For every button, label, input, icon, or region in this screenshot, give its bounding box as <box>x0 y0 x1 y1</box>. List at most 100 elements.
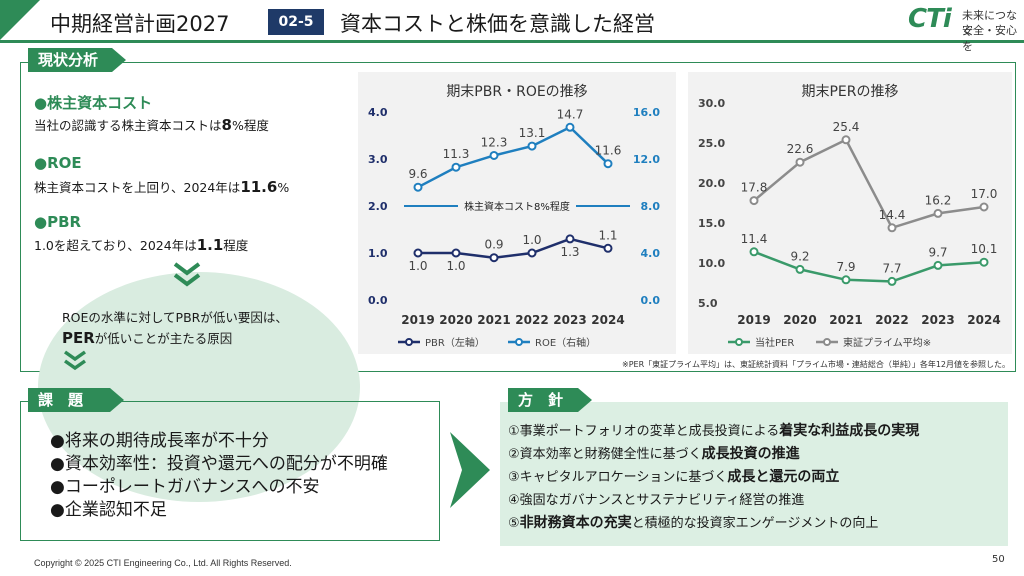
analysis-panel <box>20 62 1016 372</box>
list-item: ⑤非財務資本の充実と積極的な投資家エンゲージメントの向上 <box>508 515 879 531</box>
pbr-roe-chart: 期末PBR・ROEの推移 0.0 1.0 2.0 3.0 4.0 0.0 4.0 8.0 12.0… <box>358 72 676 354</box>
y-right-tick-label: 4.0 <box>641 247 661 260</box>
item-head-pbr: ●PBR <box>34 213 82 231</box>
y-tick-label: 10.0 <box>698 257 725 270</box>
y-tick-label: 30.0 <box>698 97 725 110</box>
series-line <box>418 237 609 259</box>
data-point <box>603 159 613 169</box>
data-label: 7.7 <box>882 261 901 275</box>
data-point <box>979 202 989 212</box>
y-tick-label: 20.0 <box>698 177 725 190</box>
chart-title: 期末PBR・ROEの推移 <box>446 84 587 100</box>
copyright: Copyright © 2025 CTI Engineering Co., Lt… <box>34 558 292 568</box>
data-label: 9.6 <box>408 167 427 181</box>
data-label: 14.7 <box>557 107 584 121</box>
y-left-tick-label: 4.0 <box>368 106 388 119</box>
series-line <box>753 138 985 230</box>
x-tick-label: 2024 <box>967 313 1000 327</box>
y-tick-label: 25.0 <box>698 137 725 150</box>
series-line <box>417 125 609 189</box>
data-label: 12.3 <box>481 135 508 149</box>
list-item: ●コーポレートガバナンスへの不安 <box>50 477 320 497</box>
data-label: 22.6 <box>787 142 814 156</box>
legend-marker <box>735 338 743 346</box>
y-left-tick-label: 0.0 <box>368 294 388 307</box>
legend-label: 当社PER <box>755 336 794 349</box>
policy-panel <box>500 402 1008 546</box>
section-badge: 02-5 <box>268 9 324 35</box>
data-label: 1.0 <box>522 233 541 247</box>
legend-marker <box>823 338 831 346</box>
data-point <box>841 135 851 145</box>
y-right-tick-label: 12.0 <box>633 153 660 166</box>
x-tick-label: 2023 <box>921 313 954 327</box>
item-head-roe: ●ROE <box>34 154 82 172</box>
y-left-tick-label: 3.0 <box>368 153 388 166</box>
data-point <box>451 248 461 258</box>
legend-marker <box>515 338 523 346</box>
data-label: 11.6 <box>595 144 622 158</box>
legend-label: PBR（左軸） <box>425 336 485 349</box>
company-logo: CTi 未来につなぐ 安全・安心を <box>908 4 1020 53</box>
data-label: 7.9 <box>836 260 855 274</box>
data-label: 11.4 <box>741 232 768 246</box>
data-point <box>565 122 575 132</box>
chart-title: 期末PERの推移 <box>801 84 898 100</box>
y-right-tick-label: 8.0 <box>641 200 661 213</box>
data-point <box>841 275 851 285</box>
data-point <box>603 243 613 253</box>
list-item: ③キャピタルアロケーションに基づく成長と還元の両立 <box>508 469 840 485</box>
x-tick-label: 2020 <box>439 313 472 327</box>
data-point <box>413 182 423 192</box>
x-tick-label: 2021 <box>829 313 862 327</box>
data-label: 10.1 <box>971 242 998 256</box>
data-point <box>527 141 537 151</box>
issues-tab: 課 題 <box>28 388 124 412</box>
policy-tab: 方 針 <box>508 388 592 412</box>
chart-footnote: ※PER「東証プライム平均」は、東証統計資料「プライム市場・連結総合（単純）」各… <box>622 360 1010 369</box>
x-tick-label: 2023 <box>553 313 586 327</box>
item-body-roe: 株主資本コストを上回り、2024年は11.6% <box>34 178 290 196</box>
data-label: 1.3 <box>560 245 579 259</box>
issues-list: ●将来の期待成長率が不十分 ●資本効率性：投資や還元への配分が不明確 ●コーポレ… <box>50 430 388 522</box>
per-chart: 期末PERの推移 5.0 10.0 15.0 20.0 25.0 30.0 11.4 9.2 7.… <box>688 72 1012 354</box>
data-point <box>749 247 759 257</box>
cause-text: ROEの水準に対してPBRが低い要因は、 PERが低いことが主たる原因 <box>62 310 288 347</box>
issues-panel <box>20 401 440 541</box>
data-point <box>933 208 943 218</box>
item-body-pbr: 1.0を超えており、2024年は1.1程度 <box>34 236 249 254</box>
y-right-tick-label: 16.0 <box>633 106 660 119</box>
data-label: 14.4 <box>879 208 906 222</box>
x-tick-label: 2024 <box>591 313 624 327</box>
header-accent <box>0 0 40 40</box>
data-point <box>795 157 805 167</box>
legend-label: ROE（右軸） <box>535 336 596 349</box>
arrow-right-icon <box>450 432 490 512</box>
page-subtitle: 資本コストと株価を意識した経営 <box>340 12 655 36</box>
logo-mark: CTi <box>908 4 952 34</box>
x-tick-label: 2019 <box>401 313 434 327</box>
policy-list: ①事業ポートフォリオの変革と成長投資による着実な利益成長の実現 ②資本効率と財務… <box>508 420 919 535</box>
data-point <box>887 223 897 233</box>
x-tick-label: 2019 <box>737 313 770 327</box>
list-item: ●資本効率性：投資や還元への配分が不明確 <box>50 454 388 474</box>
list-item: ②資本効率と財務健全性に基づく成長投資の推進 <box>508 446 800 462</box>
x-tick-label: 2022 <box>515 313 548 327</box>
data-label: 13.1 <box>519 126 546 140</box>
data-label: 25.4 <box>833 120 860 134</box>
y-tick-label: 15.0 <box>698 217 725 230</box>
data-point <box>565 234 575 244</box>
x-tick-label: 2022 <box>875 313 908 327</box>
list-item: ●企業認知不足 <box>50 500 167 520</box>
y-tick-label: 5.0 <box>698 297 718 310</box>
legend-marker <box>405 338 413 346</box>
data-label: 11.3 <box>443 147 470 161</box>
list-item: ④強固なガバナンスとサステナビリティ経営の推進 <box>508 493 805 508</box>
logo-tagline-1: 未来につなぐ <box>962 9 1017 38</box>
data-point <box>527 248 537 258</box>
data-label: 1.1 <box>598 228 617 242</box>
data-point <box>887 276 897 286</box>
legend-label: 東証プライム平均※ <box>843 336 931 349</box>
data-label: 9.2 <box>790 249 809 263</box>
data-point <box>451 162 461 172</box>
